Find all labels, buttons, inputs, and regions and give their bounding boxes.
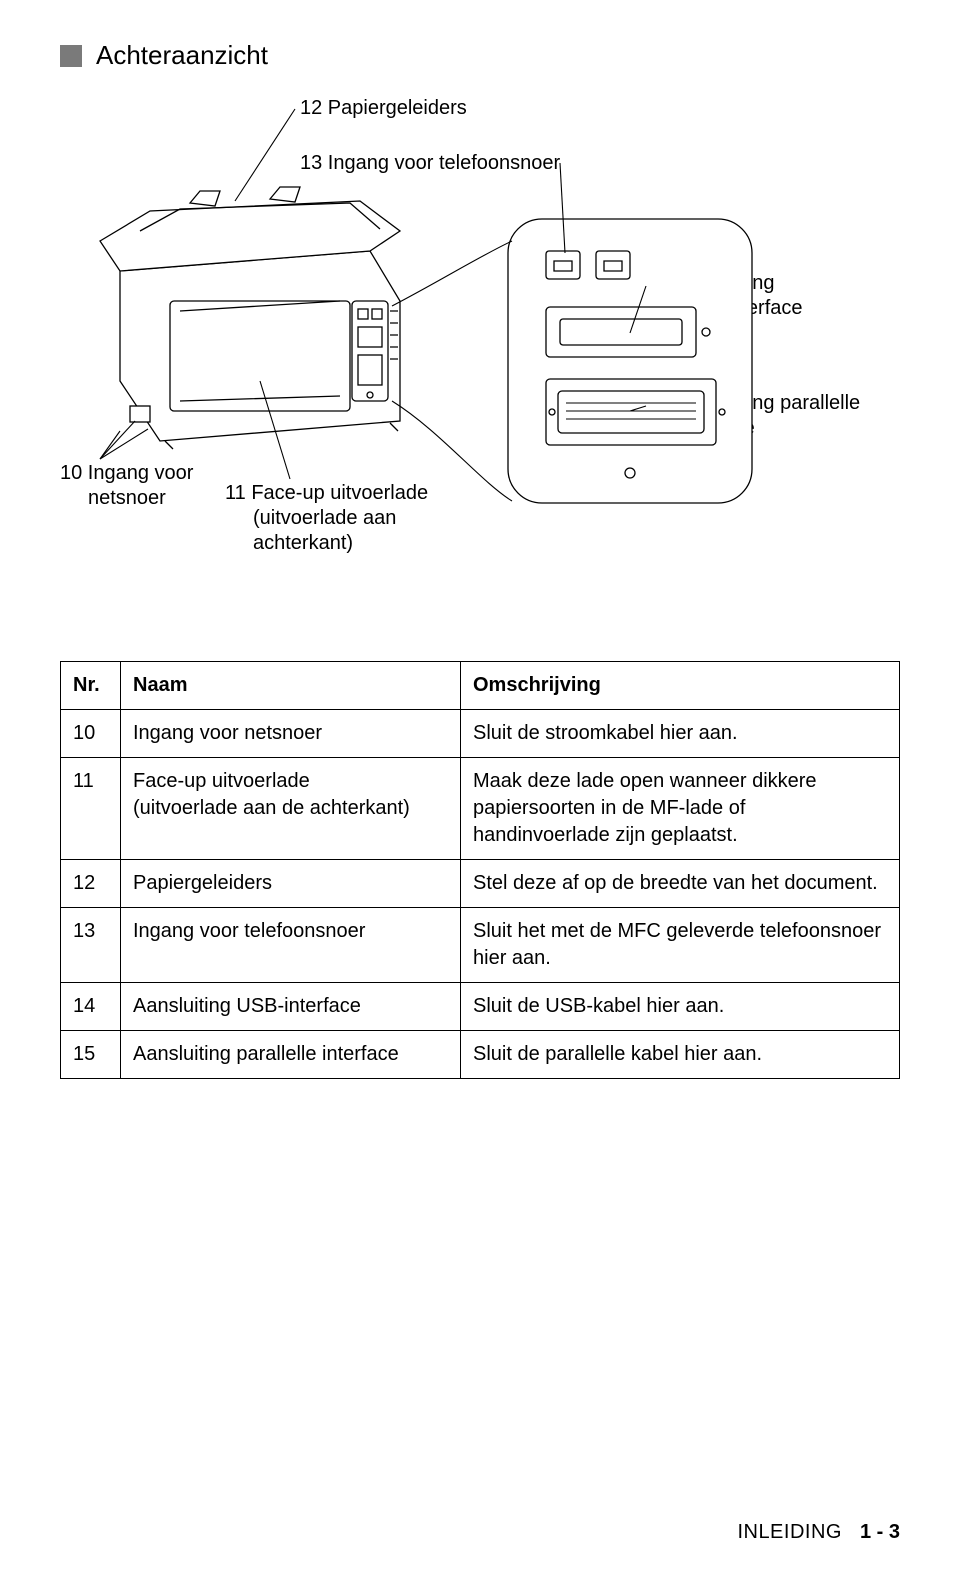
- table-row: 11 Face-up uitvoerlade (uitvoerlade aan …: [61, 758, 900, 860]
- section-heading: Achteraanzicht: [60, 40, 900, 71]
- cell-desc: Sluit de USB-kabel hier aan.: [461, 983, 900, 1031]
- th-nr: Nr.: [61, 662, 121, 710]
- cell-nr: 13: [61, 908, 121, 983]
- heading-text: Achteraanzicht: [96, 40, 268, 71]
- table-row: 13 Ingang voor telefoonsnoer Sluit het m…: [61, 908, 900, 983]
- cell-desc: Stel deze af op de breedte van het docum…: [461, 860, 900, 908]
- cell-name: Ingang voor telefoonsnoer: [121, 908, 461, 983]
- table-row: 12 Papiergeleiders Stel deze af op de br…: [61, 860, 900, 908]
- page-footer: INLEIDING 1 - 3: [737, 1521, 900, 1544]
- cell-nr: 11: [61, 758, 121, 860]
- cell-nr: 12: [61, 860, 121, 908]
- cell-name: Face-up uitvoerlade (uitvoerlade aan de …: [121, 758, 461, 860]
- footer-section: INLEIDING: [737, 1521, 842, 1544]
- cell-name: Aansluiting USB-interface: [121, 983, 461, 1031]
- table-row: 14 Aansluiting USB-interface Sluit de US…: [61, 983, 900, 1031]
- diagram-area: 12 Papiergeleiders 13 Ingang voor telefo…: [60, 81, 900, 621]
- th-desc: Omschrijving: [461, 662, 900, 710]
- cell-desc: Maak deze lade open wanneer dikkere papi…: [461, 758, 900, 860]
- cell-desc: Sluit de parallelle kabel hier aan.: [461, 1031, 900, 1079]
- cell-name: Ingang voor netsnoer: [121, 710, 461, 758]
- cell-nr: 14: [61, 983, 121, 1031]
- heading-bullet-icon: [60, 45, 82, 67]
- cell-desc: Sluit de stroomkabel hier aan.: [461, 710, 900, 758]
- cell-nr: 15: [61, 1031, 121, 1079]
- cell-name: Aansluiting parallelle interface: [121, 1031, 461, 1079]
- description-table: Nr. Naam Omschrijving 10 Ingang voor net…: [60, 661, 900, 1079]
- table-row: 15 Aansluiting parallelle interface Slui…: [61, 1031, 900, 1079]
- cell-name: Papiergeleiders: [121, 860, 461, 908]
- th-name: Naam: [121, 662, 461, 710]
- cell-nr: 10: [61, 710, 121, 758]
- footer-page: 1 - 3: [860, 1521, 900, 1544]
- table-header-row: Nr. Naam Omschrijving: [61, 662, 900, 710]
- cell-desc: Sluit het met de MFC geleverde telefoons…: [461, 908, 900, 983]
- table-row: 10 Ingang voor netsnoer Sluit de stroomk…: [61, 710, 900, 758]
- leader-lines: [60, 81, 920, 621]
